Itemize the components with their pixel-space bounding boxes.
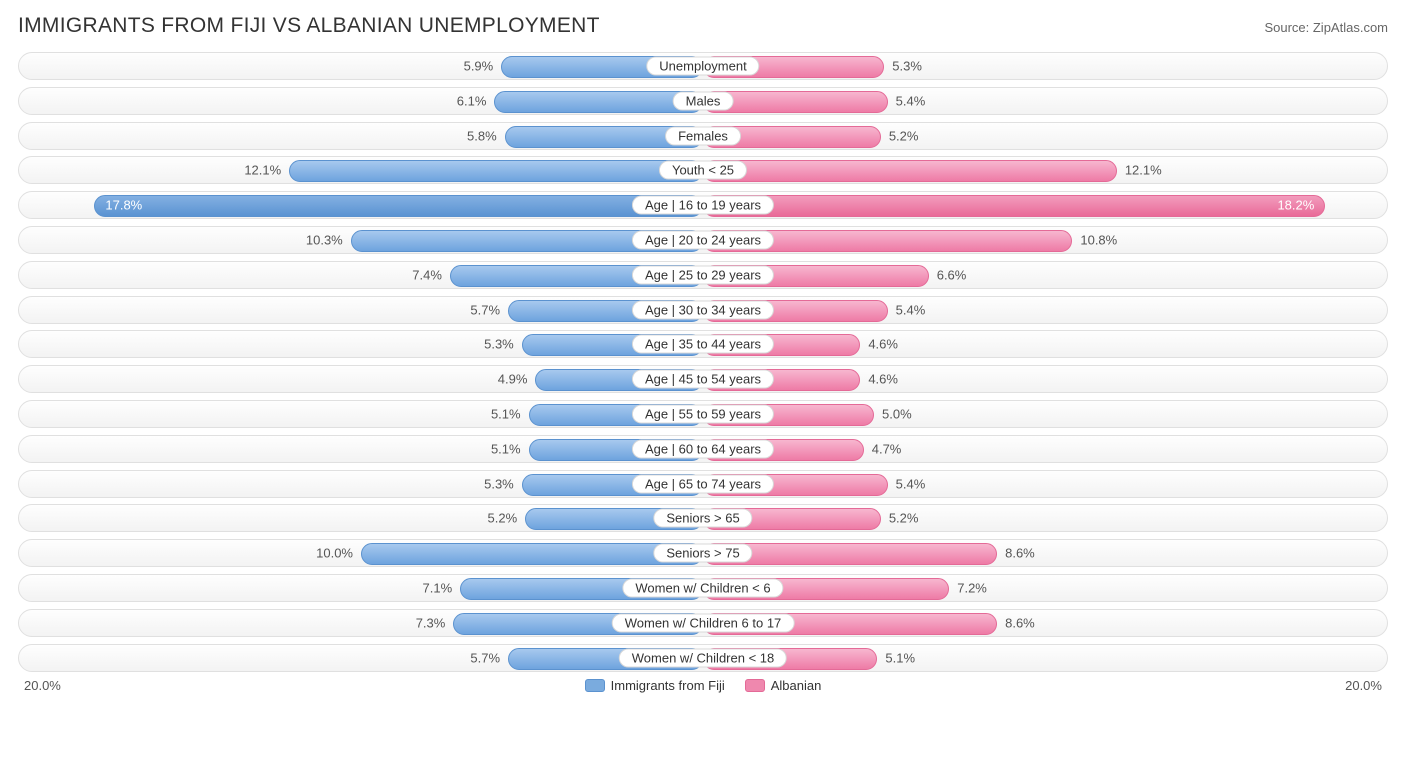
value-label-left: 7.3% — [416, 615, 446, 630]
value-label-right: 5.4% — [896, 302, 926, 317]
category-label: Seniors > 75 — [653, 544, 752, 563]
chart-row: 4.9% 4.6% Age | 45 to 54 years — [18, 365, 1388, 393]
chart-source: Source: ZipAtlas.com — [1264, 20, 1388, 35]
chart-title: IMMIGRANTS FROM FIJI VS ALBANIAN UNEMPLO… — [18, 14, 600, 38]
legend-item-left: Immigrants from Fiji — [585, 678, 725, 693]
category-label: Age | 45 to 54 years — [632, 370, 774, 389]
chart-row: 5.7% 5.1% Women w/ Children < 18 — [18, 644, 1388, 672]
legend-label-right: Albanian — [771, 678, 822, 693]
diverging-bar-chart: 5.9% 5.3% Unemployment 6.1% 5.4% Males 5.8% 5.2… — [18, 52, 1388, 672]
axis-label-right: 20.0% — [1345, 678, 1382, 693]
value-label-right: 8.6% — [1005, 615, 1035, 630]
value-label-right: 10.8% — [1080, 232, 1117, 247]
value-label-right: 5.3% — [892, 59, 922, 74]
legend: Immigrants from Fiji Albanian — [585, 678, 822, 693]
bar-left — [289, 160, 703, 182]
chart-header: IMMIGRANTS FROM FIJI VS ALBANIAN UNEMPLO… — [18, 14, 1388, 38]
value-label-left: 5.7% — [470, 302, 500, 317]
value-label-right: 5.2% — [889, 128, 919, 143]
value-label-left: 5.1% — [491, 441, 521, 456]
value-label-left: 5.2% — [488, 511, 518, 526]
value-label-left: 7.1% — [423, 580, 453, 595]
bar-left — [361, 543, 703, 565]
axis-label-left: 20.0% — [24, 678, 61, 693]
value-label-right: 4.7% — [872, 441, 902, 456]
value-label-left: 5.9% — [464, 59, 494, 74]
value-label-right: 8.6% — [1005, 546, 1035, 561]
chart-row: 5.7% 5.4% Age | 30 to 34 years — [18, 296, 1388, 324]
chart-row: 10.3% 10.8% Age | 20 to 24 years — [18, 226, 1388, 254]
category-label: Males — [673, 91, 734, 110]
value-label-left: 5.3% — [484, 476, 514, 491]
value-label-right: 5.4% — [896, 476, 926, 491]
bar-right — [703, 160, 1117, 182]
category-label: Age | 16 to 19 years — [632, 196, 774, 215]
value-label-left: 5.7% — [470, 650, 500, 665]
value-label-left: 6.1% — [457, 93, 487, 108]
legend-swatch-left — [585, 679, 605, 692]
value-label-left: 5.1% — [491, 406, 521, 421]
value-label-right: 12.1% — [1125, 163, 1162, 178]
value-label-left: 12.1% — [244, 163, 281, 178]
value-label-right: 7.2% — [957, 580, 987, 595]
value-label-left: 7.4% — [412, 267, 442, 282]
value-label-left: 17.8% — [105, 198, 142, 213]
chart-row: 6.1% 5.4% Males — [18, 87, 1388, 115]
value-label-right: 6.6% — [937, 267, 967, 282]
chart-row: 17.8% 18.2% Age | 16 to 19 years — [18, 191, 1388, 219]
value-label-right: 5.4% — [896, 93, 926, 108]
legend-swatch-right — [745, 679, 765, 692]
category-label: Women w/ Children < 18 — [619, 648, 787, 667]
category-label: Youth < 25 — [659, 161, 747, 180]
value-label-left: 10.0% — [316, 546, 353, 561]
axis-and-legend-row: 20.0% Immigrants from Fiji Albanian 20.0… — [18, 678, 1388, 693]
chart-row: 5.8% 5.2% Females — [18, 122, 1388, 150]
category-label: Age | 55 to 59 years — [632, 404, 774, 423]
category-label: Females — [665, 126, 741, 145]
category-label: Women w/ Children < 6 — [622, 578, 783, 597]
category-label: Age | 65 to 74 years — [632, 474, 774, 493]
category-label: Age | 30 to 34 years — [632, 300, 774, 319]
value-label-right: 5.1% — [885, 650, 915, 665]
bar-right — [703, 195, 1325, 217]
bar-left — [494, 91, 703, 113]
bar-left — [94, 195, 703, 217]
category-label: Women w/ Children 6 to 17 — [612, 613, 795, 632]
value-label-left: 4.9% — [498, 372, 528, 387]
chart-row: 5.1% 5.0% Age | 55 to 59 years — [18, 400, 1388, 428]
chart-row: 5.3% 4.6% Age | 35 to 44 years — [18, 330, 1388, 358]
value-label-right: 5.0% — [882, 406, 912, 421]
category-label: Unemployment — [646, 57, 759, 76]
value-label-left: 5.8% — [467, 128, 497, 143]
chart-row: 7.4% 6.6% Age | 25 to 29 years — [18, 261, 1388, 289]
chart-row: 5.2% 5.2% Seniors > 65 — [18, 504, 1388, 532]
chart-row: 5.3% 5.4% Age | 65 to 74 years — [18, 470, 1388, 498]
legend-label-left: Immigrants from Fiji — [611, 678, 725, 693]
category-label: Age | 25 to 29 years — [632, 265, 774, 284]
legend-item-right: Albanian — [745, 678, 822, 693]
value-label-right: 18.2% — [1277, 198, 1314, 213]
chart-row: 5.1% 4.7% Age | 60 to 64 years — [18, 435, 1388, 463]
value-label-left: 5.3% — [484, 337, 514, 352]
chart-row: 7.3% 8.6% Women w/ Children 6 to 17 — [18, 609, 1388, 637]
chart-row: 7.1% 7.2% Women w/ Children < 6 — [18, 574, 1388, 602]
value-label-right: 4.6% — [868, 372, 898, 387]
category-label: Age | 35 to 44 years — [632, 335, 774, 354]
category-label: Seniors > 65 — [653, 509, 752, 528]
chart-row: 12.1% 12.1% Youth < 25 — [18, 156, 1388, 184]
category-label: Age | 20 to 24 years — [632, 230, 774, 249]
chart-row: 5.9% 5.3% Unemployment — [18, 52, 1388, 80]
value-label-left: 10.3% — [306, 232, 343, 247]
value-label-right: 4.6% — [868, 337, 898, 352]
value-label-right: 5.2% — [889, 511, 919, 526]
category-label: Age | 60 to 64 years — [632, 439, 774, 458]
chart-row: 10.0% 8.6% Seniors > 75 — [18, 539, 1388, 567]
